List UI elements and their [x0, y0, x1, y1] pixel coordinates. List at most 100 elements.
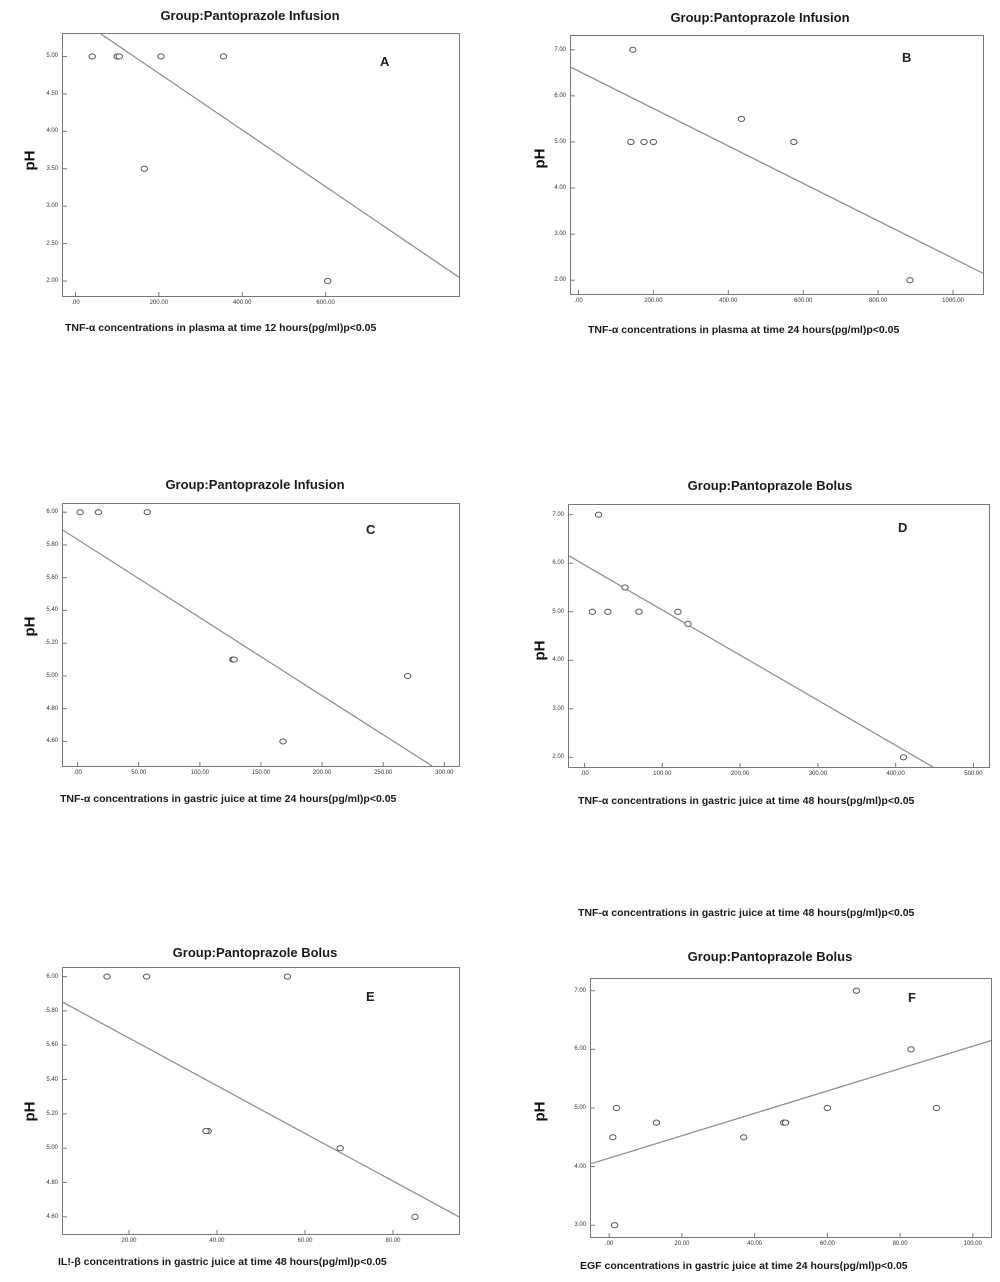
data-point	[202, 1127, 210, 1135]
y-axis-label: pH	[21, 1101, 39, 1122]
y-tick-label: 5.00	[574, 1105, 586, 1111]
chart-title: Group:Pantoprazole Bolus	[687, 478, 853, 493]
x-tick-label: 20.00	[674, 1241, 690, 1247]
y-tick-label: 4.60	[46, 1213, 58, 1220]
x-tick-label: .00	[574, 298, 583, 304]
y-tick-label: 3.00	[554, 231, 566, 238]
y-tick-label: 5.60	[46, 1042, 58, 1049]
y-tick-label: 4.00	[46, 128, 58, 135]
scatter-svg	[63, 973, 459, 1234]
data-point	[640, 138, 648, 146]
data-point	[907, 1046, 915, 1053]
data-point	[932, 1104, 941, 1112]
x-tick-label: 500.00	[964, 771, 983, 777]
data-point	[621, 584, 629, 591]
data-point	[627, 138, 635, 146]
plot-area	[568, 504, 990, 768]
data-point	[279, 738, 287, 745]
data-point	[649, 138, 658, 146]
data-point	[143, 509, 152, 516]
x-axis-label: TNF-α concentrations in plasma at time 2…	[588, 324, 900, 336]
y-tick-label: 5.00	[46, 672, 58, 679]
x-tick-label: .00	[605, 1241, 614, 1247]
y-tick-label: 3.00	[46, 203, 58, 210]
data-point	[403, 672, 412, 680]
x-tick-label: 200.00	[730, 771, 750, 777]
y-tick-label: 4.00	[554, 185, 566, 192]
y-tick-label: 5.00	[46, 53, 58, 60]
scatter-svg	[569, 511, 974, 767]
y-tick-label: 2.00	[554, 277, 566, 284]
y-tick-label: 5.80	[46, 541, 58, 548]
data-point	[103, 973, 111, 980]
y-tick-label: 4.50	[46, 90, 58, 97]
x-tick-label: 60.00	[297, 1238, 313, 1244]
data-point	[790, 138, 798, 146]
y-axis-label: pH	[531, 640, 549, 661]
chart-panel-f: Group:Pantoprazole Bolus pH F EGF concen…	[500, 935, 1000, 1282]
y-axis-label: pH	[21, 150, 39, 171]
y-tick-label: 5.00	[46, 1145, 58, 1152]
chart-title: Group:Pantoprazole Infusion	[165, 477, 345, 492]
panel-letter: F	[908, 990, 916, 1005]
x-tick-label: 200.00	[644, 298, 663, 304]
fit-line	[591, 1039, 991, 1165]
x-tick-label: 60.00	[819, 1241, 835, 1247]
x-tick-label: 600.00	[316, 300, 335, 306]
y-tick-label: 7.00	[574, 987, 586, 994]
y-tick-label: 4.00	[574, 1163, 586, 1170]
data-point	[610, 1222, 619, 1229]
data-point	[629, 46, 637, 53]
y-tick-label: 5.00	[552, 608, 564, 615]
y-tick-label: 2.50	[46, 240, 58, 247]
plot-area	[570, 35, 984, 295]
stray-axis-label: TNF-α concentrations in gastric juice at…	[578, 907, 915, 919]
x-tick-label: 80.00	[892, 1241, 908, 1247]
plot-area	[62, 33, 460, 297]
y-tick-label: 5.20	[46, 640, 58, 647]
y-tick-label: 5.40	[46, 607, 58, 614]
data-point	[115, 53, 123, 60]
y-tick-label: 3.00	[574, 1222, 586, 1229]
data-point	[323, 277, 332, 285]
fit-line	[99, 34, 459, 278]
chart-panel-c: Group:Pantoprazole Infusion pH C TNF-α c…	[0, 470, 470, 815]
x-tick-label: 50.00	[131, 770, 147, 776]
plot-area	[62, 503, 460, 767]
data-point	[588, 608, 597, 615]
y-tick-label: 5.40	[46, 1076, 58, 1083]
data-point	[612, 1104, 621, 1112]
y-tick-label: 4.80	[46, 1179, 58, 1186]
x-tick-label: 250.00	[374, 770, 393, 776]
x-tick-label: 400.00	[719, 298, 738, 304]
y-tick-label: 7.00	[552, 511, 564, 518]
x-axis-label: IL!-β concentrations in gastric juice at…	[58, 1256, 387, 1268]
data-point	[684, 620, 692, 627]
x-tick-label: 200.00	[149, 300, 169, 306]
data-point	[219, 53, 228, 60]
chart-title: Group:Pantoprazole Bolus	[172, 945, 338, 960]
panel-letter: E	[366, 989, 375, 1004]
data-point	[652, 1119, 661, 1126]
scatter-svg	[63, 34, 459, 296]
y-tick-label: 2.00	[552, 754, 564, 761]
fit-line	[571, 66, 983, 274]
x-axis-label: TNF-α concentrations in plasma at time 1…	[65, 322, 377, 334]
y-tick-label: 6.00	[552, 560, 564, 567]
chart-panel-d: Group:Pantoprazole Bolus pH D TNF-α conc…	[500, 470, 1000, 815]
data-point	[142, 973, 151, 980]
fit-line	[569, 555, 934, 767]
x-tick-label: 300.00	[435, 770, 454, 776]
data-point	[88, 53, 96, 60]
x-tick-label: 100.00	[653, 771, 672, 777]
x-tick-label: 800.00	[868, 298, 888, 304]
y-tick-label: 5.60	[46, 574, 58, 581]
data-point	[823, 1104, 832, 1112]
data-point	[781, 1119, 790, 1126]
x-tick-label: 40.00	[209, 1238, 225, 1244]
x-tick-label: 1000.00	[942, 298, 964, 304]
data-point	[740, 1134, 748, 1141]
y-axis-label: pH	[21, 616, 39, 637]
x-tick-label: 400.00	[886, 771, 905, 777]
x-tick-label: 100.00	[963, 1241, 982, 1247]
